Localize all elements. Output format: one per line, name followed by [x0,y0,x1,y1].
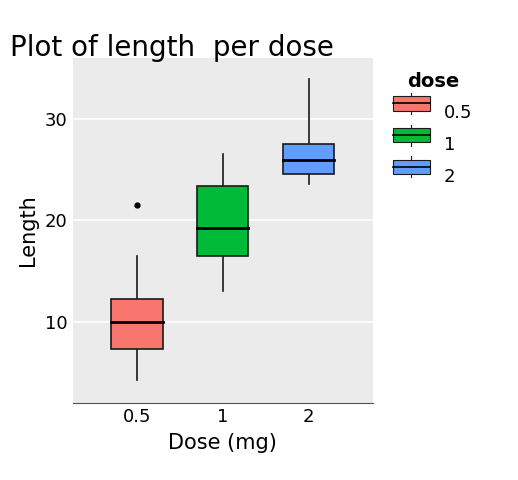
Bar [111,299,163,349]
Y-axis label: Length: Length [18,194,38,266]
X-axis label: Dose (mg): Dose (mg) [168,433,277,453]
Text: Plot of length  per dose: Plot of length per dose [10,34,334,61]
Bar [283,144,334,174]
Bar [197,186,249,256]
Legend: 0.5, 1, 2: 0.5, 1, 2 [388,67,478,192]
